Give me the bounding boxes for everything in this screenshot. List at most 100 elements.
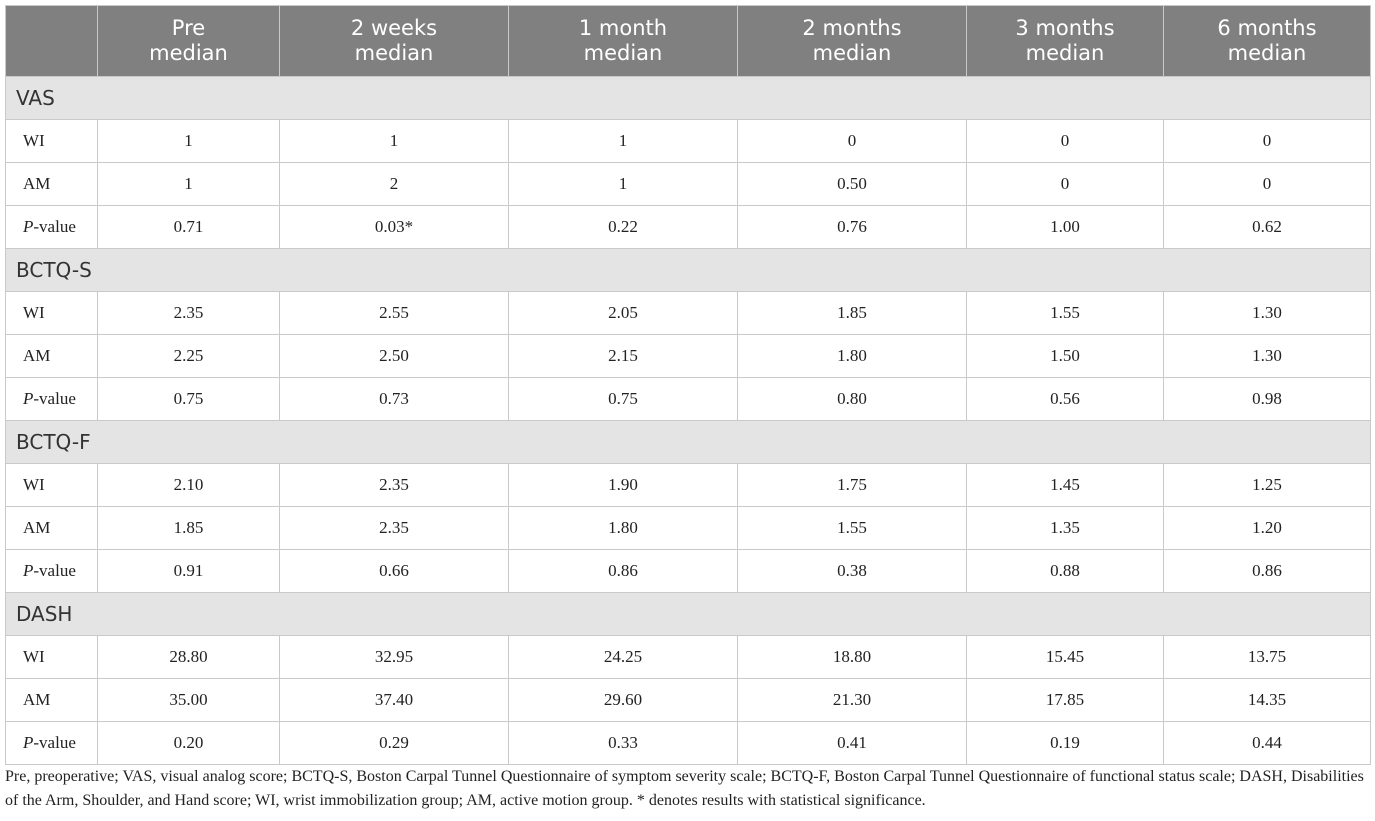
- table-cell: 17.85: [966, 678, 1164, 722]
- row-label: WI: [5, 463, 98, 507]
- row-label-text: AM: [23, 690, 51, 709]
- table-cell: 1.50: [966, 334, 1164, 378]
- table-cell: 0.22: [508, 205, 738, 249]
- table-cell: 0.80: [737, 377, 967, 421]
- header-cell: 6 months median: [1163, 5, 1371, 77]
- table-cell: 0.75: [97, 377, 280, 421]
- table-cell: 1.30: [1163, 334, 1371, 378]
- row-label: P-value: [5, 377, 98, 421]
- header-line2: median: [583, 41, 663, 65]
- row-label: AM: [5, 506, 98, 550]
- header-line1: Pre: [171, 16, 206, 40]
- table-cell: 0.33: [508, 721, 738, 765]
- table-cell: 0.66: [279, 549, 509, 593]
- table-cell: 2.05: [508, 291, 738, 335]
- table-cell: 0.29: [279, 721, 509, 765]
- row-label-text: AM: [23, 174, 51, 193]
- row-label-text: -value: [33, 217, 76, 236]
- results-table-container: Pre median 2 weeks median 1 month median 2 mon…: [5, 5, 1371, 765]
- row-label: P-value: [5, 721, 98, 765]
- table-cell: 1.45: [966, 463, 1164, 507]
- table-footnote: Pre, preoperative; VAS, visual analog sc…: [5, 768, 1364, 809]
- table-row: AM 1 2 1 0.50 0 0: [5, 162, 1371, 206]
- header-line1: 3 months: [1015, 16, 1115, 40]
- table-row: P-value 0.20 0.29 0.33 0.41 0.19 0.44: [5, 721, 1371, 765]
- row-label-italic: P: [23, 217, 34, 236]
- table-cell: 1.30: [1163, 291, 1371, 335]
- table-cell: 0: [966, 162, 1164, 206]
- section-title: DASH: [5, 592, 1371, 636]
- section-title: BCTQ-F: [5, 420, 1371, 464]
- table-cell: 13.75: [1163, 635, 1371, 679]
- table-row: WI 2.35 2.55 2.05 1.85 1.55 1.30: [5, 291, 1371, 335]
- row-label: P-value: [5, 205, 98, 249]
- row-label: WI: [5, 635, 98, 679]
- table-cell: 15.45: [966, 635, 1164, 679]
- table-cell: 1.00: [966, 205, 1164, 249]
- header-line2: median: [1227, 41, 1307, 65]
- row-label-text: WI: [23, 303, 45, 322]
- table-cell: 1: [508, 119, 738, 163]
- table-cell: 2.35: [97, 291, 280, 335]
- table-cell: 2.35: [279, 463, 509, 507]
- table-cell: 0.19: [966, 721, 1164, 765]
- results-table: Pre median 2 weeks median 1 month median 2 mon…: [5, 5, 1371, 765]
- table-cell: 14.35: [1163, 678, 1371, 722]
- table-cell: 1.20: [1163, 506, 1371, 550]
- table-cell: 1.55: [966, 291, 1164, 335]
- table-cell: 0.86: [1163, 549, 1371, 593]
- table-cell: 1: [508, 162, 738, 206]
- table-body: VAS WI 1 1 1 0 0 0 AM 1 2 1 0.50 0 0 P-value 0.71 0.03* 0.…: [5, 76, 1371, 765]
- table-cell: 2.50: [279, 334, 509, 378]
- row-label: WI: [5, 291, 98, 335]
- header-cell: Pre median: [97, 5, 280, 77]
- header-cell: 2 months median: [737, 5, 967, 77]
- table-cell: 1: [279, 119, 509, 163]
- table-cell: 0.38: [737, 549, 967, 593]
- table-cell: 24.25: [508, 635, 738, 679]
- table-cell: 1: [97, 119, 280, 163]
- table-row: P-value 0.71 0.03* 0.22 0.76 1.00 0.62: [5, 205, 1371, 249]
- header-line2: median: [149, 41, 228, 65]
- table-row: WI 2.10 2.35 1.90 1.75 1.45 1.25: [5, 463, 1371, 507]
- table-cell: 0.86: [508, 549, 738, 593]
- table-cell: 18.80: [737, 635, 967, 679]
- table-row: WI 28.80 32.95 24.25 18.80 15.45 13.75: [5, 635, 1371, 679]
- table-header: Pre median 2 weeks median 1 month median 2 mon…: [5, 5, 1371, 77]
- section-row: BCTQ-S: [5, 248, 1371, 292]
- table-cell: 0: [1163, 119, 1371, 163]
- header-line2: median: [812, 41, 892, 65]
- table-cell: 2.35: [279, 506, 509, 550]
- table-cell: 0.71: [97, 205, 280, 249]
- table-row: AM 35.00 37.40 29.60 21.30 17.85 14.35: [5, 678, 1371, 722]
- row-label-text: WI: [23, 647, 45, 666]
- table-cell: 21.30: [737, 678, 967, 722]
- section-row: BCTQ-F: [5, 420, 1371, 464]
- table-cell: 0.62: [1163, 205, 1371, 249]
- header-line2: median: [1025, 41, 1105, 65]
- table-cell: 0: [1163, 162, 1371, 206]
- row-label: AM: [5, 162, 98, 206]
- table-cell: 2.55: [279, 291, 509, 335]
- header-row: Pre median 2 weeks median 1 month median 2 mon…: [5, 5, 1371, 77]
- table-cell: 1.75: [737, 463, 967, 507]
- row-label-text: AM: [23, 518, 51, 537]
- section-row: VAS: [5, 76, 1371, 120]
- row-label: AM: [5, 334, 98, 378]
- table-cell: 29.60: [508, 678, 738, 722]
- row-label-text: WI: [23, 131, 45, 150]
- section-title: BCTQ-S: [5, 248, 1371, 292]
- table-cell: 37.40: [279, 678, 509, 722]
- table-cell: 0.75: [508, 377, 738, 421]
- table-cell: 0.98: [1163, 377, 1371, 421]
- table-cell: 0: [737, 119, 967, 163]
- row-label: P-value: [5, 549, 98, 593]
- header-line1: 2 months: [802, 16, 902, 40]
- table-cell: 1.90: [508, 463, 738, 507]
- header-line1: 1 month: [578, 16, 668, 40]
- row-label-text: -value: [33, 733, 76, 752]
- header-cell: 3 months median: [966, 5, 1164, 77]
- table-cell: 0.88: [966, 549, 1164, 593]
- row-label: WI: [5, 119, 98, 163]
- header-line2: median: [354, 41, 434, 65]
